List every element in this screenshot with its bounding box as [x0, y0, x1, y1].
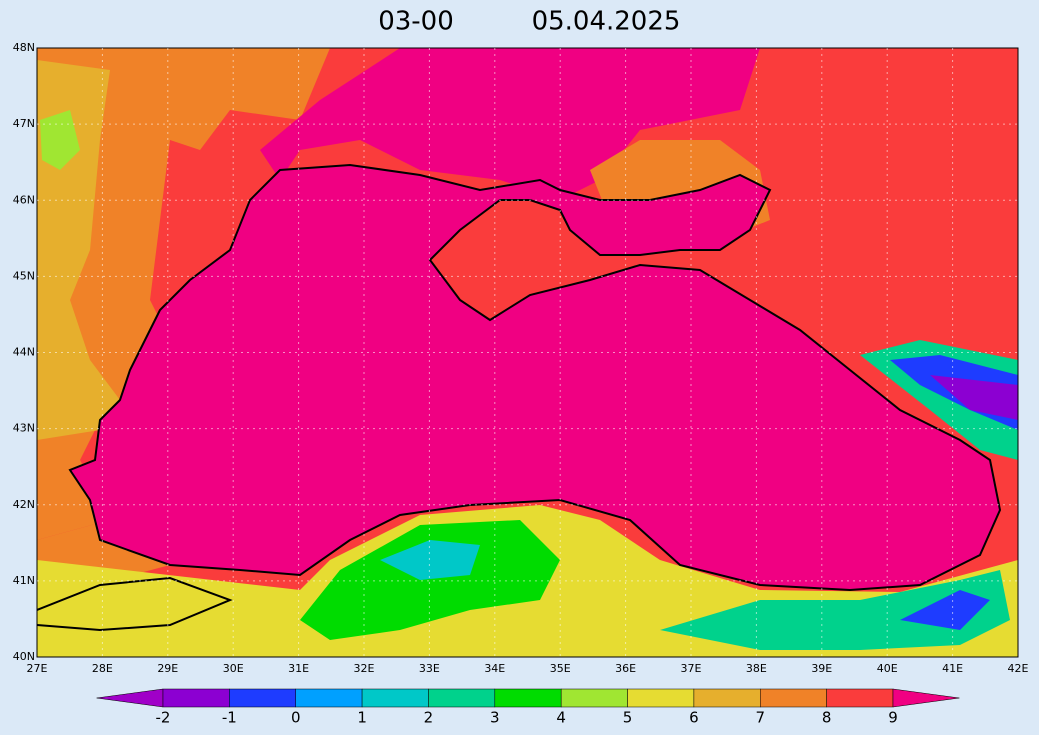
title-time: 03-00: [378, 7, 454, 37]
lon-label: 33E: [419, 662, 440, 675]
lon-label: 32E: [354, 662, 375, 675]
field-north: [260, 48, 760, 200]
lon-label: 34E: [484, 662, 505, 675]
colorbar-segment: [693, 688, 761, 708]
lat-label: 48N: [13, 41, 35, 54]
colorbar-segment: [826, 688, 894, 708]
field-anatolia-cyan: [380, 540, 480, 580]
lon-label: 37E: [681, 662, 702, 675]
lat-label: 44N: [13, 346, 35, 359]
lon-label: 29E: [157, 662, 178, 675]
lat-label: 42N: [13, 498, 35, 511]
title-date: 05.04.2025: [532, 7, 681, 37]
lon-label: 27E: [27, 662, 48, 675]
lon-label: 41E: [942, 662, 963, 675]
lon-label: 28E: [92, 662, 113, 675]
colorbar-segment: [760, 688, 827, 708]
colorbar-segment: [627, 688, 695, 708]
colorbar-label: 6: [689, 709, 699, 727]
colorbar-label: 5: [623, 709, 633, 727]
colorbar-label: 9: [888, 709, 898, 727]
colorbar-label: 1: [357, 709, 367, 727]
colorbar-segment: [295, 688, 363, 708]
lat-label: 40N: [13, 650, 35, 663]
field-west: [37, 48, 330, 540]
colorbar-arrow: [892, 688, 960, 708]
marmara-coastline: [37, 576, 233, 632]
lat-label: 47N: [13, 117, 35, 130]
lon-label: 39E: [811, 662, 832, 675]
colorbar-segment: [229, 688, 296, 708]
colorbar-label: 3: [490, 709, 500, 727]
colorbar-segment: [162, 688, 230, 708]
field-west-green: [40, 110, 80, 170]
sea-coastline: [68, 163, 1002, 592]
field-east-blue: [900, 590, 990, 630]
temperature-field: [37, 48, 1018, 657]
colorbar-segment: [361, 688, 429, 708]
field-east-green: [660, 570, 1010, 650]
lon-label: 35E: [550, 662, 571, 675]
colorbar-arrow: [96, 688, 164, 708]
colorbar-label: 8: [822, 709, 832, 727]
field-anatolia-green: [300, 520, 560, 640]
lat-label: 45N: [13, 269, 35, 282]
lon-label: 30E: [223, 662, 244, 675]
lat-label: 46N: [13, 193, 35, 206]
colorbar-label: 0: [291, 709, 301, 727]
lon-label: 40E: [877, 662, 898, 675]
lon-label: 42E: [1008, 662, 1029, 675]
colorbar-segment: [494, 688, 562, 708]
colorbar-label: -1: [222, 709, 237, 727]
lon-label: 36E: [615, 662, 636, 675]
colorbar-segment: [560, 688, 628, 708]
lat-label: 43N: [13, 422, 35, 435]
lon-label: 31E: [288, 662, 309, 675]
colorbar-segment: [428, 688, 496, 708]
colorbar-label: 2: [424, 709, 434, 727]
lat-label: 41N: [13, 574, 35, 587]
field-caucasus-purple: [930, 375, 1018, 420]
colorbar-label: 7: [755, 709, 765, 727]
lon-label: 38E: [746, 662, 767, 675]
colorbar-label: 4: [556, 709, 566, 727]
colorbar-label: -2: [156, 709, 171, 727]
